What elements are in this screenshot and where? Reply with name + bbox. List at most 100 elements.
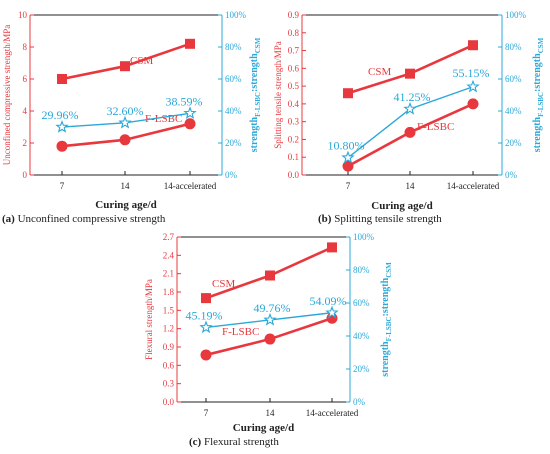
x-axis-label: Curing age/d (95, 199, 156, 211)
point-marker (265, 270, 275, 281)
right-tick-label: 100% (353, 232, 375, 242)
data-label: 29.96% (42, 108, 79, 122)
left-tick-label: 1.8 (163, 287, 175, 297)
left-tick-label: 0.4 (288, 99, 300, 109)
left-tick-label: 2.4 (163, 250, 175, 260)
point-marker (57, 74, 67, 84)
left-tick-label: 0.6 (163, 360, 175, 370)
data-label: 45.19% (186, 308, 223, 322)
right-tick-label: 60% (505, 74, 522, 84)
left-tick-label: 0.2 (288, 134, 299, 144)
point-marker (343, 88, 353, 99)
point-marker (405, 68, 415, 79)
point-marker (404, 126, 416, 138)
left-tick-label: 0.6 (288, 63, 300, 73)
left-tick-label: 0.8 (288, 28, 300, 38)
point-marker (264, 333, 276, 345)
data-label: 10.80% (328, 139, 365, 153)
right-tick-label: 60% (353, 298, 370, 308)
right-axis-label: strengthF-LSBC:strengthCSM (249, 37, 262, 152)
right-axis-label-sub: F-LSBC (537, 92, 545, 117)
point-marker (199, 320, 213, 334)
point-marker (120, 61, 130, 72)
left-tick-label: 2 (23, 138, 28, 148)
left-tick-label: 6 (23, 74, 28, 84)
right-axis-label-sub: F-LSBC (385, 316, 393, 341)
x-tick-label: 14-accelerated (164, 181, 217, 191)
point-marker (185, 38, 195, 49)
right-tick-label: 0% (505, 170, 518, 180)
panel-caption: (b) Splitting tensile strength (318, 213, 442, 225)
x-axis-label: Curing age/d (233, 422, 294, 434)
right-tick-label: 80% (353, 265, 370, 275)
data-label: 41.25% (394, 90, 431, 104)
right-axis-label-mid: :strength (249, 53, 260, 92)
point-marker (184, 118, 196, 130)
point-marker (325, 305, 339, 319)
point-marker (183, 106, 197, 119)
data-label: 38.59% (166, 94, 203, 108)
right-axis-label-sub: F-LSBC (254, 92, 262, 117)
point-marker (468, 40, 478, 51)
left-axis-label: Flexural strength/MPa (144, 279, 154, 360)
right-axis-label-main: strength (380, 341, 391, 377)
left-tick-label: 0.3 (163, 379, 175, 389)
data-label: 32.60% (107, 104, 144, 118)
right-tick-label: 20% (353, 364, 370, 374)
right-axis-label-mid: :strength (380, 277, 391, 316)
left-tick-label: 0.9 (163, 342, 175, 352)
right-tick-label: 80% (505, 42, 522, 52)
left-tick-label: 0.0 (163, 397, 175, 407)
series-label-csm: CSM (212, 278, 235, 290)
right-tick-label: 100% (505, 10, 527, 20)
point-marker (403, 101, 417, 115)
series-label-f-lsbc: F-LSBC (417, 121, 454, 133)
left-tick-label: 0.3 (288, 117, 300, 127)
left-tick-label: 0.5 (288, 81, 300, 91)
panel-caption: (a) Unconfined compressive strength (2, 213, 166, 225)
x-axis-label: Curing age/d (371, 200, 432, 212)
x-tick-label: 14-accelerated (306, 408, 359, 418)
chart-panel-b: 0.0 0.1 0.2 0.3 0.4 0.5 0.6 0.7 0.8 0.9 0% 20% 40% 60… (273, 10, 545, 225)
left-tick-label: 0.9 (288, 10, 300, 20)
x-tick-label: 14-accelerated (447, 181, 500, 191)
right-axis-label-sub: CSM (254, 37, 262, 53)
point-marker (55, 119, 69, 133)
left-tick-label: 0.7 (288, 46, 300, 56)
point-marker (466, 79, 480, 93)
panel-caption-text: Flexural strength (201, 436, 279, 448)
right-axis-label: strengthF-LSBC:strengthCSM (380, 262, 393, 377)
right-axis-label-main: strength (249, 116, 260, 152)
x-tick-label: 14 (406, 181, 416, 191)
left-tick-label: 0 (23, 170, 28, 180)
point-marker (341, 150, 355, 164)
right-tick-label: 100% (225, 10, 247, 20)
right-tick-label: 20% (505, 138, 522, 148)
right-tick-label: 0% (225, 170, 238, 180)
panel-caption-letter: (a) (2, 213, 15, 225)
panel-caption-letter: (c) (189, 436, 202, 448)
panel-caption-text: Unconfined compressive strength (15, 213, 166, 225)
right-tick-label: 40% (353, 331, 370, 341)
series-label-csm: CSM (130, 55, 153, 67)
left-axis-label: Splitting tensile strength/MPa (273, 41, 283, 149)
panel-caption-letter: (b) (318, 213, 332, 225)
left-tick-label: 8 (23, 42, 28, 52)
point-marker (327, 242, 337, 253)
left-tick-label: 10 (18, 10, 28, 20)
point-marker (56, 140, 68, 152)
data-label: 55.15% (453, 66, 490, 80)
left-tick-label: 0.0 (288, 170, 300, 180)
left-tick-label: 2.1 (163, 269, 174, 279)
data-label: 54.09% (310, 294, 347, 308)
left-tick-label: 4 (23, 106, 28, 116)
point-marker (119, 134, 131, 146)
x-tick-label: 14 (121, 181, 131, 191)
right-axis-label-main: strength (532, 116, 543, 152)
right-axis-label-sub: CSM (537, 37, 545, 53)
left-tick-label: 1.5 (163, 305, 175, 315)
right-tick-label: 60% (225, 74, 242, 84)
series-label-f-lsbc: F-LSBC (222, 326, 259, 338)
chart-panel-c: 0.0 0.3 0.6 0.9 1.2 1.5 1.8 2.1 2.4 2.7 0% 20% 40% 60… (144, 232, 393, 448)
